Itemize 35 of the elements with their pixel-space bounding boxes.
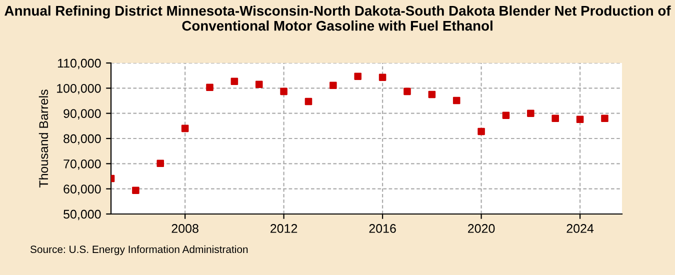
point (255, 80, 263, 88)
x-tick-label: 2024 (566, 224, 594, 233)
y-axis-title: Thousand Barrels (38, 90, 48, 188)
point (552, 114, 559, 122)
point (132, 186, 140, 194)
chart-title: Annual Refining District Minnesota-Wisconsin-North Dakota-South Dakota Blender Net Production of Conventional Motor Gasoline with Fuel Ethanol (4, 6, 671, 31)
point (304, 98, 312, 106)
point (478, 128, 485, 136)
x-tick-label: 2016 (369, 224, 396, 233)
point (156, 160, 164, 168)
x-tick-label: 2012 (270, 224, 298, 233)
y-tick-label: 100,000 (57, 84, 101, 94)
point (428, 90, 436, 98)
point (230, 78, 238, 86)
y-tick-label: 80,000 (64, 134, 101, 145)
y-tick-label: 60,000 (64, 184, 101, 195)
x-tick-label: 2008 (172, 224, 198, 233)
x-tick-label: 2020 (468, 224, 495, 233)
y-tick-label: 110,000 (58, 58, 101, 70)
source-note: Source: U.S. Energy Information Administration (30, 245, 248, 256)
point (354, 72, 362, 80)
point (452, 96, 460, 104)
point (576, 116, 584, 124)
y-tick-label: 90,000 (64, 109, 101, 120)
point (502, 112, 510, 119)
y-tick-label: 70,000 (64, 159, 101, 170)
point (378, 74, 386, 81)
point (527, 110, 534, 117)
y-tick-label: 50,000 (64, 210, 101, 220)
point (280, 88, 288, 96)
point (330, 82, 337, 90)
point (404, 88, 411, 96)
point (601, 114, 608, 122)
point (206, 84, 214, 92)
point (181, 124, 189, 132)
